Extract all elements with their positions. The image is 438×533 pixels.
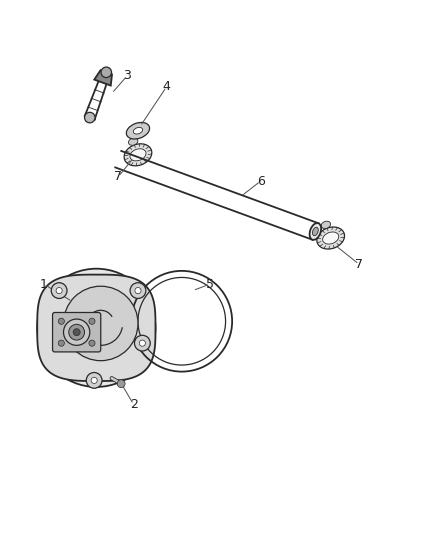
Text: 7: 7 xyxy=(114,170,122,183)
Circle shape xyxy=(130,282,146,298)
Circle shape xyxy=(56,287,62,294)
Circle shape xyxy=(69,324,85,340)
Ellipse shape xyxy=(124,144,152,166)
Ellipse shape xyxy=(126,123,150,139)
Ellipse shape xyxy=(323,232,339,244)
Circle shape xyxy=(139,340,145,346)
Circle shape xyxy=(51,282,67,298)
Circle shape xyxy=(58,340,64,346)
Ellipse shape xyxy=(133,127,143,134)
Text: 7: 7 xyxy=(355,258,363,271)
Circle shape xyxy=(64,286,138,361)
Circle shape xyxy=(117,379,125,387)
FancyBboxPatch shape xyxy=(53,312,101,352)
Ellipse shape xyxy=(317,227,345,249)
Ellipse shape xyxy=(310,223,321,240)
Polygon shape xyxy=(37,274,155,381)
Text: 2: 2 xyxy=(130,398,138,411)
Ellipse shape xyxy=(321,221,331,229)
Circle shape xyxy=(58,318,64,324)
Circle shape xyxy=(73,329,80,336)
Text: 5: 5 xyxy=(206,278,214,290)
Circle shape xyxy=(64,319,90,345)
Ellipse shape xyxy=(312,227,318,236)
Ellipse shape xyxy=(128,138,138,146)
Text: 3: 3 xyxy=(123,69,131,83)
Text: 1: 1 xyxy=(40,278,48,290)
Text: 6: 6 xyxy=(257,175,265,188)
Ellipse shape xyxy=(130,149,146,161)
Polygon shape xyxy=(94,70,112,86)
Circle shape xyxy=(101,67,112,78)
Circle shape xyxy=(86,373,102,388)
Circle shape xyxy=(135,287,141,294)
Circle shape xyxy=(85,112,95,123)
Circle shape xyxy=(89,340,95,346)
Circle shape xyxy=(91,377,97,383)
Circle shape xyxy=(134,335,150,351)
Circle shape xyxy=(89,318,95,324)
Circle shape xyxy=(37,269,155,387)
Text: 4: 4 xyxy=(162,80,170,93)
